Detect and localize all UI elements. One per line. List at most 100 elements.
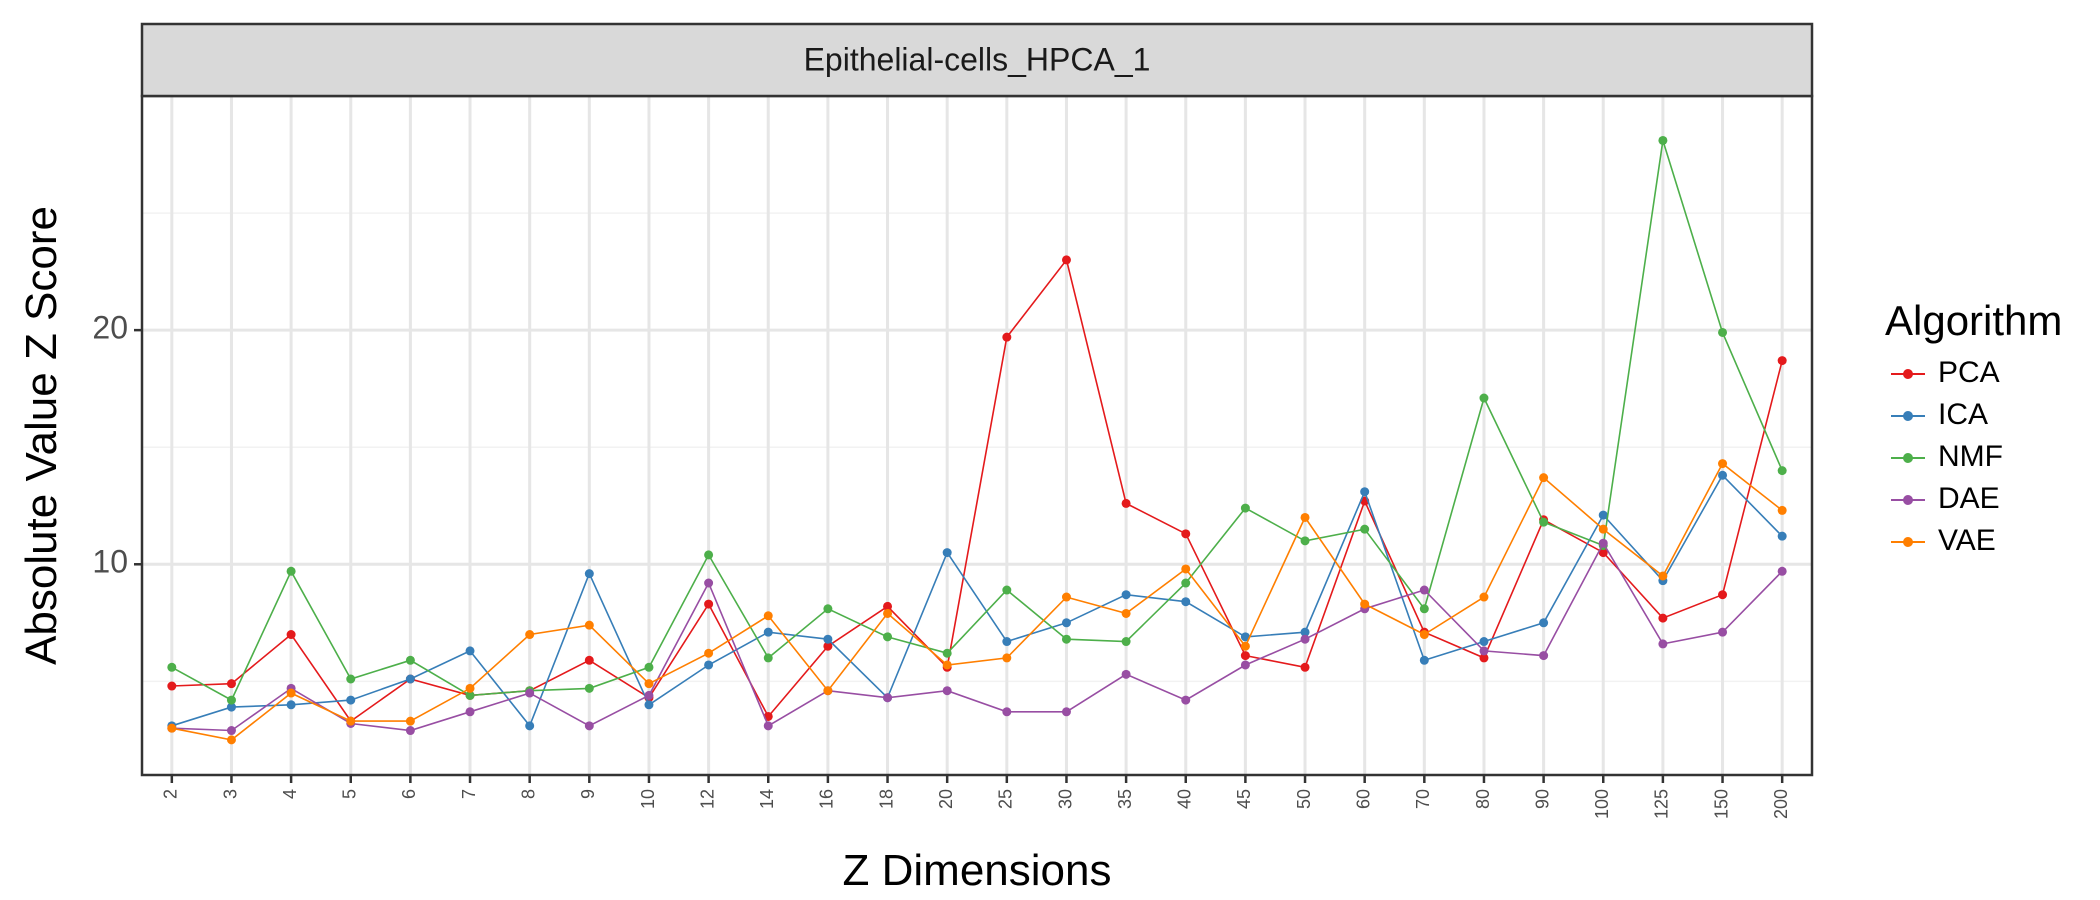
data-point-vae [167, 723, 177, 733]
data-point-pca [1658, 613, 1668, 623]
series-line-ica [171, 473, 1783, 728]
data-point-nmf [644, 662, 654, 672]
x-tick-label: 14 [757, 789, 777, 809]
legend-item-vae: VAE [1891, 524, 1996, 557]
data-point-vae [1658, 571, 1668, 581]
data-point-pca [226, 679, 236, 689]
data-point-pca [704, 599, 714, 609]
data-point-vae [644, 679, 654, 689]
data-point-pca [1300, 662, 1310, 672]
y-tick-label: 10 [92, 544, 128, 580]
data-point-vae [525, 630, 535, 640]
x-tick-label: 2 [161, 789, 181, 799]
data-point-dae [525, 688, 535, 698]
data-point-vae [1479, 592, 1489, 602]
series-line-pca [171, 258, 1783, 723]
x-tick-label: 35 [1115, 789, 1135, 809]
data-point-dae [584, 721, 594, 731]
data-point-dae [1718, 627, 1728, 637]
x-tick-label: 70 [1413, 789, 1433, 809]
grid-major [142, 96, 1812, 775]
legend-item-pca: PCA [1891, 356, 2000, 389]
data-point-vae [763, 611, 773, 621]
data-point-nmf [226, 695, 236, 705]
data-point-ica [1777, 531, 1787, 541]
x-tick-label: 7 [459, 789, 479, 799]
data-point-vae [1419, 630, 1429, 640]
data-point-dae [465, 707, 475, 717]
legend: Algorithm PCA ICA NMF DAE VAE [1885, 297, 2062, 557]
x-tick-label: 90 [1532, 789, 1552, 809]
data-point-nmf [1121, 637, 1131, 647]
data-point-dae [1300, 634, 1310, 644]
data-point-vae [1061, 592, 1071, 602]
x-tick-label: 25 [996, 789, 1016, 809]
legend-item-ica: ICA [1891, 398, 1988, 431]
series-layer [167, 135, 1787, 745]
legend-label-dae: DAE [1938, 482, 2000, 515]
data-point-ica [584, 569, 594, 579]
data-point-ica [1121, 590, 1131, 600]
x-axis-title: Z Dimensions [843, 846, 1112, 895]
legend-item-dae: DAE [1891, 482, 2000, 515]
data-point-dae [1598, 538, 1608, 548]
series-vae [167, 459, 1787, 745]
data-point-vae [226, 735, 236, 745]
data-point-ica [1061, 618, 1071, 628]
series-line-dae [171, 541, 1783, 732]
data-point-pca [823, 641, 833, 651]
data-point-nmf [763, 653, 773, 663]
y-axis-title: Absolute Value Z Score [17, 206, 66, 665]
data-point-vae [1002, 653, 1012, 663]
data-point-pca [1240, 651, 1250, 661]
data-point-nmf [584, 683, 594, 693]
x-tick-label: 200 [1771, 789, 1791, 819]
data-point-nmf [1718, 327, 1728, 337]
data-point-ica [1300, 627, 1310, 637]
data-point-ica [704, 660, 714, 670]
data-point-pca [1181, 529, 1191, 539]
data-point-vae [883, 608, 893, 618]
data-point-vae [1240, 641, 1250, 651]
x-tick-label: 16 [817, 789, 837, 809]
x-tick-label: 150 [1711, 789, 1731, 819]
data-point-nmf [1777, 466, 1787, 476]
data-point-dae [704, 578, 714, 588]
x-tick-label: 60 [1353, 789, 1373, 809]
data-point-vae [823, 686, 833, 696]
x-tick-label: 100 [1592, 789, 1612, 819]
data-point-ica [823, 634, 833, 644]
x-tick-label: 50 [1294, 789, 1314, 809]
data-point-pca [286, 630, 296, 640]
data-point-ica [465, 646, 475, 656]
data-point-nmf [1658, 135, 1668, 145]
data-point-vae [704, 648, 714, 658]
data-point-vae [1121, 608, 1131, 618]
data-point-vae [942, 660, 952, 670]
legend-key-point-nmf [1903, 453, 1913, 463]
data-point-dae [1181, 695, 1191, 705]
data-point-nmf [405, 655, 415, 665]
data-point-pca [1718, 590, 1728, 600]
legend-label-pca: PCA [1938, 356, 2000, 389]
data-point-ica [1419, 655, 1429, 665]
series-line-vae [171, 462, 1783, 741]
data-point-ica [644, 700, 654, 710]
data-point-ica [1360, 487, 1370, 497]
data-point-nmf [1181, 578, 1191, 588]
legend-title: Algorithm [1885, 297, 2062, 344]
data-point-ica [286, 700, 296, 710]
legend-label-vae: VAE [1938, 524, 1996, 557]
legend-key-point-vae [1903, 537, 1913, 547]
data-point-vae [465, 683, 475, 693]
x-tick-label: 6 [399, 789, 419, 799]
series-line-nmf [171, 140, 1783, 702]
legend-items: PCA ICA NMF DAE VAE [1891, 356, 2003, 557]
data-point-ica [405, 674, 415, 684]
data-point-vae [1539, 473, 1549, 483]
data-point-dae [1539, 651, 1549, 661]
data-point-vae [1598, 524, 1608, 534]
